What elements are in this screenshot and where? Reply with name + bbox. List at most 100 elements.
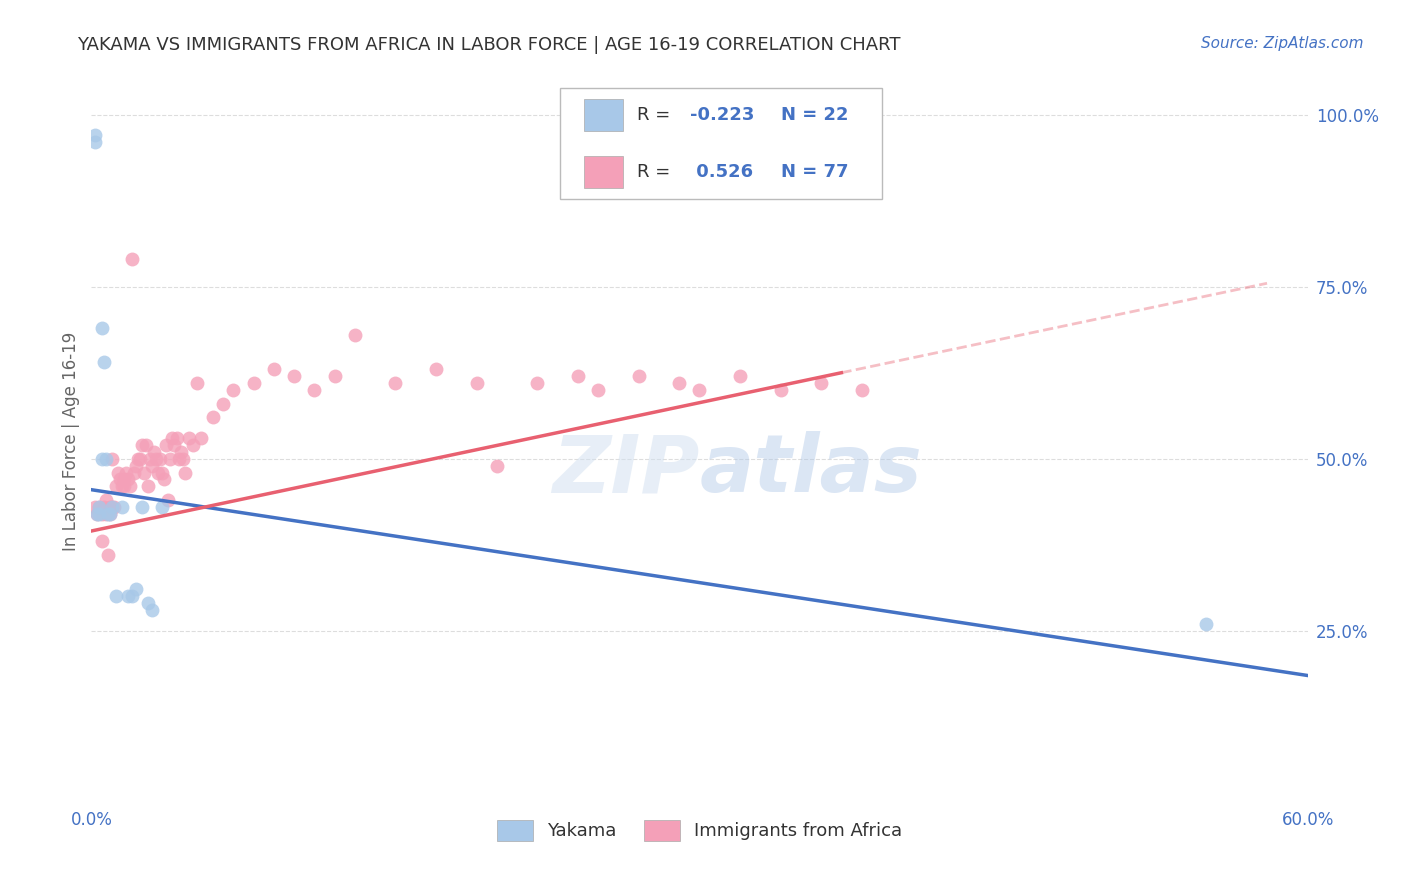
- Point: [150, 466, 173, 480]
- Point: [283, 369, 305, 384]
- Point: [526, 376, 548, 390]
- Point: [112, 472, 135, 486]
- Point: [668, 376, 690, 390]
- Point: [212, 397, 235, 411]
- Point: [222, 383, 245, 397]
- Point: [728, 369, 751, 384]
- FancyBboxPatch shape: [560, 87, 882, 200]
- Point: [129, 451, 152, 466]
- Point: [425, 362, 447, 376]
- Point: [465, 376, 488, 390]
- Point: [98, 507, 121, 521]
- Point: [100, 500, 122, 514]
- Point: [1195, 616, 1218, 631]
- Point: [135, 438, 157, 452]
- Point: [117, 590, 139, 604]
- Point: [167, 451, 190, 466]
- Point: [190, 431, 212, 445]
- Point: [115, 466, 138, 480]
- Point: [242, 376, 264, 390]
- Point: [90, 534, 112, 549]
- Point: [688, 383, 710, 397]
- Point: [627, 369, 650, 384]
- Point: [172, 451, 194, 466]
- Point: [202, 410, 225, 425]
- Point: [84, 135, 107, 149]
- Point: [173, 466, 195, 480]
- Text: YAKAMA VS IMMIGRANTS FROM AFRICA IN LABOR FORCE | AGE 16-19 CORRELATION CHART: YAKAMA VS IMMIGRANTS FROM AFRICA IN LABO…: [77, 36, 901, 54]
- Point: [139, 451, 162, 466]
- Point: [177, 431, 200, 445]
- Point: [104, 479, 127, 493]
- Point: [125, 582, 148, 597]
- Point: [141, 458, 163, 473]
- Point: [155, 438, 177, 452]
- Point: [121, 590, 143, 604]
- Point: [145, 451, 167, 466]
- Text: R =: R =: [637, 106, 676, 124]
- Point: [84, 500, 107, 514]
- Point: [111, 500, 134, 514]
- Point: [163, 438, 186, 452]
- Point: [111, 479, 134, 493]
- Point: [89, 500, 111, 514]
- Point: [304, 383, 326, 397]
- Point: [567, 369, 589, 384]
- Point: [384, 376, 406, 390]
- Point: [90, 507, 112, 521]
- Point: [98, 507, 121, 521]
- FancyBboxPatch shape: [583, 156, 623, 188]
- Point: [103, 500, 125, 514]
- Point: [93, 355, 115, 369]
- Text: -0.223: -0.223: [690, 106, 754, 124]
- Point: [485, 458, 508, 473]
- Point: [343, 327, 366, 342]
- Point: [162, 431, 184, 445]
- Point: [810, 376, 832, 390]
- Y-axis label: In Labor Force | Age 16-19: In Labor Force | Age 16-19: [62, 332, 80, 551]
- Point: [118, 479, 141, 493]
- Point: [136, 596, 159, 610]
- Point: [186, 376, 208, 390]
- Point: [94, 493, 117, 508]
- Point: [263, 362, 285, 376]
- Point: [100, 500, 122, 514]
- Point: [90, 451, 112, 466]
- Point: [100, 451, 122, 466]
- Point: [93, 500, 115, 514]
- Point: [150, 500, 173, 514]
- Point: [586, 383, 609, 397]
- Point: [117, 472, 139, 486]
- Point: [153, 472, 176, 486]
- Point: [851, 383, 873, 397]
- Point: [148, 466, 170, 480]
- Point: [181, 438, 204, 452]
- Text: atlas: atlas: [699, 432, 922, 509]
- Point: [127, 451, 149, 466]
- Point: [169, 445, 191, 459]
- Point: [122, 466, 145, 480]
- Point: [769, 383, 792, 397]
- Point: [323, 369, 346, 384]
- Point: [157, 493, 180, 508]
- Point: [112, 479, 135, 493]
- Point: [159, 451, 181, 466]
- Point: [97, 507, 120, 521]
- Point: [89, 500, 111, 514]
- Point: [108, 472, 131, 486]
- Text: N = 22: N = 22: [780, 106, 848, 124]
- Point: [149, 451, 172, 466]
- Point: [125, 458, 148, 473]
- Text: ZIP: ZIP: [553, 432, 699, 509]
- Text: 0.526: 0.526: [690, 163, 752, 181]
- Point: [98, 500, 121, 514]
- Point: [94, 451, 117, 466]
- Text: Source: ZipAtlas.com: Source: ZipAtlas.com: [1201, 36, 1364, 51]
- Point: [86, 507, 108, 521]
- Text: R =: R =: [637, 163, 676, 181]
- Point: [121, 252, 143, 267]
- Point: [84, 128, 107, 143]
- Point: [90, 321, 112, 335]
- Point: [166, 431, 188, 445]
- Point: [131, 500, 153, 514]
